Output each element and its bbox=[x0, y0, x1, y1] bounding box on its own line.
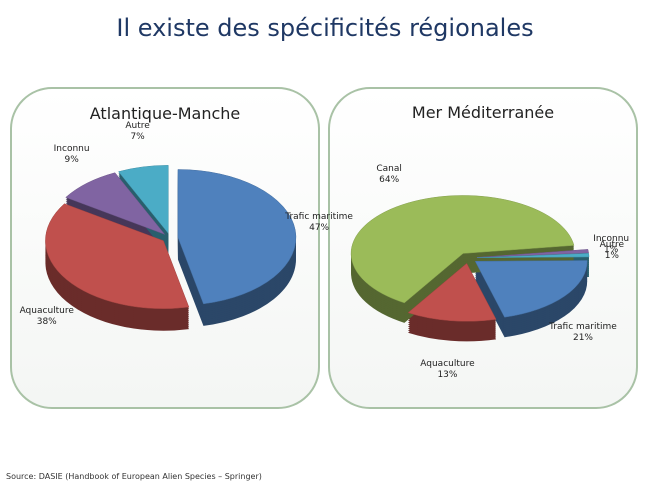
slice bbox=[350, 195, 575, 304]
slice bbox=[476, 249, 589, 258]
label-name: Inconnu bbox=[53, 143, 90, 154]
slice bbox=[45, 203, 190, 309]
slice bbox=[65, 172, 166, 235]
label-value: 21% bbox=[572, 332, 593, 343]
data-label: Aquaculture 13% bbox=[409, 359, 485, 381]
data-label: Aquaculture 38% bbox=[9, 306, 85, 328]
data-label: Canal 64% bbox=[351, 164, 427, 186]
label-value: 13% bbox=[437, 370, 458, 381]
slide-title: Il existe des spécificités régionales bbox=[116, 14, 534, 42]
data-label: Inconnu 9% bbox=[34, 144, 110, 166]
label-name: Aquaculture bbox=[420, 359, 475, 370]
label-value: 47% bbox=[309, 223, 330, 234]
label-value: 7% bbox=[130, 131, 145, 142]
slice bbox=[474, 260, 588, 318]
data-label: Trafic maritime 21% bbox=[545, 322, 621, 344]
data-label: Autre 1% bbox=[574, 240, 650, 262]
chart-title: Atlantique-Manche bbox=[89, 104, 241, 123]
label-name: Trafic maritime bbox=[285, 212, 353, 223]
data-label: Trafic maritime 47% bbox=[281, 212, 357, 234]
label-value: 1% bbox=[604, 244, 619, 255]
label-value: 64% bbox=[379, 174, 400, 185]
slice bbox=[476, 253, 590, 259]
label-name: Aquaculture bbox=[19, 306, 74, 317]
label-name: Trafic maritime bbox=[549, 321, 617, 332]
label-name: Autre bbox=[125, 120, 150, 131]
label-value: 38% bbox=[36, 317, 57, 328]
source: Source: DASIE (Handbook of European Alie… bbox=[6, 472, 262, 481]
slice bbox=[118, 165, 169, 235]
label-value: 1% bbox=[604, 250, 619, 261]
label-name: Inconnu bbox=[593, 233, 630, 244]
label-name: Autre bbox=[599, 239, 625, 250]
label-value: 9% bbox=[64, 154, 79, 165]
label-name: Canal bbox=[376, 163, 402, 174]
data-label: Autre 7% bbox=[100, 121, 176, 143]
slice bbox=[407, 262, 497, 322]
chart-title: Mer Méditerranée bbox=[411, 103, 555, 122]
data-label: Inconnu 1% bbox=[573, 234, 649, 256]
slice bbox=[177, 169, 297, 305]
